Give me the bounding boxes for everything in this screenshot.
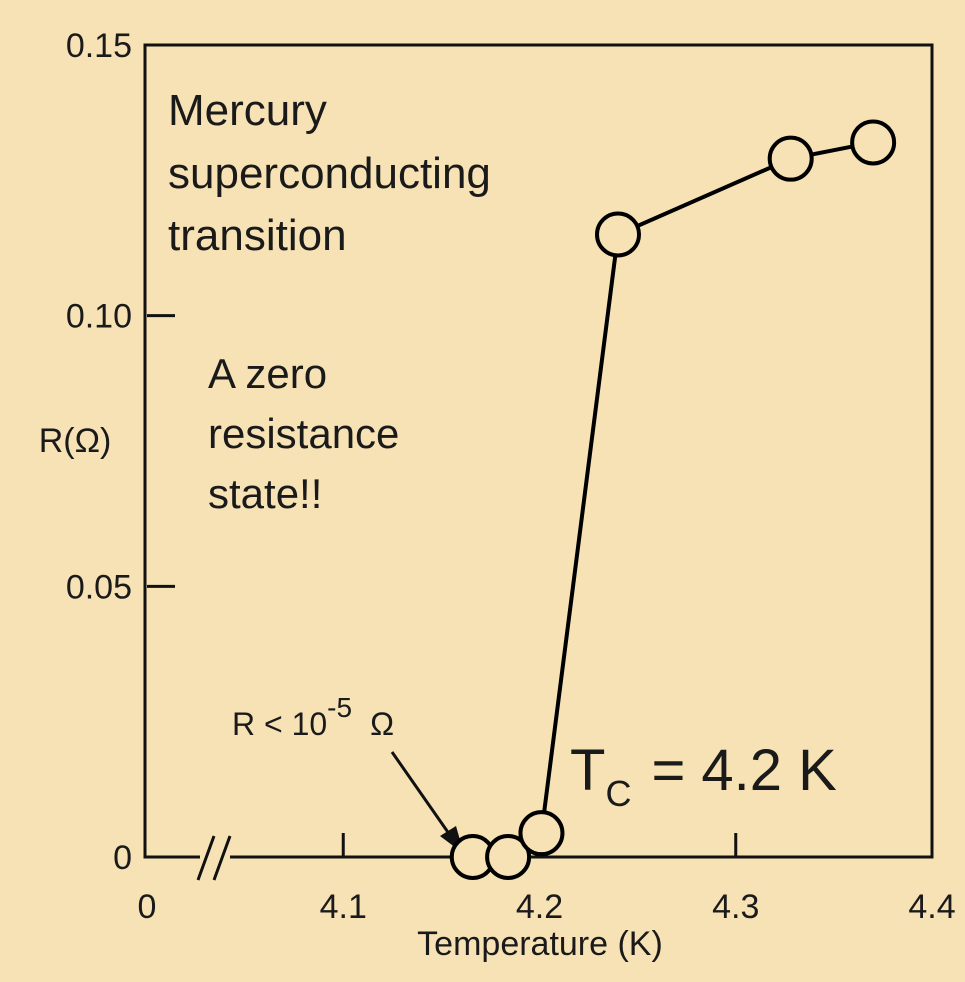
tc-base: T <box>570 738 605 803</box>
limit-annotation: R < 10-5 Ω <box>232 692 394 742</box>
annotation-line: Mercury <box>168 86 327 135</box>
y-tick-label: 0.05 <box>66 568 132 606</box>
data-point <box>485 834 532 880</box>
limit-sup: -5 <box>327 692 352 723</box>
axis-break <box>196 835 232 881</box>
x-tick-label: 4.3 <box>712 888 759 926</box>
data-point <box>595 211 641 258</box>
limit-tail: Ω <box>370 706 394 742</box>
limit-base: R < 10 <box>232 706 327 742</box>
x-tick-label: 4.4 <box>908 888 955 926</box>
data-point <box>767 135 814 182</box>
y-axis-label: R(Ω) <box>39 422 112 460</box>
tc-tail: = 4.2 K <box>651 738 837 803</box>
annotation-line: A zero <box>208 350 327 397</box>
y-tick-label: 0.15 <box>66 27 132 65</box>
y-tick-label: 0.10 <box>66 298 132 336</box>
annotation-line: superconducting <box>168 149 491 198</box>
title-annotation: Mercury superconducting transition <box>168 86 491 260</box>
x-tick-label: 0 <box>138 888 157 926</box>
x-tick-label: 4.1 <box>320 888 367 926</box>
tc-sub: C <box>605 773 631 814</box>
tc-annotation: TC = 4.2 K <box>570 738 837 814</box>
y-tick-label: 0 <box>113 839 132 877</box>
annotation-line: resistance <box>208 410 399 457</box>
annotation-line: transition <box>168 211 347 260</box>
x-axis-label: Temperature (K) <box>417 925 663 963</box>
note-annotation: A zero resistance state!! <box>208 350 399 517</box>
x-tick-label: 4.2 <box>516 888 563 926</box>
annotation-line: state!! <box>208 470 322 517</box>
data-point <box>850 119 897 166</box>
data-point <box>518 810 565 857</box>
